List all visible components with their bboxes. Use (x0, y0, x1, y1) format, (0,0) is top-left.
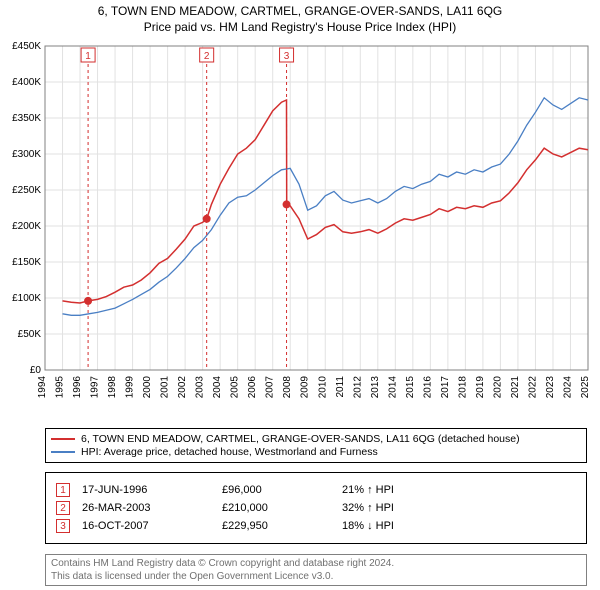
chart-container: £0 £50K £100K £150K £200K £250K £300K £350K £400… (0, 40, 600, 420)
sale-date: 17-JUN-1996 (82, 484, 222, 496)
legend-swatch (51, 438, 75, 440)
x-tick-label: 2019 (475, 376, 486, 399)
sale-row: 1 17-JUN-1996£96,00021% ↑ HPI (52, 483, 580, 497)
x-tick-label: 2005 (230, 376, 241, 399)
legend-label: 6, TOWN END MEADOW, CARTMEL, GRANGE-OVER… (81, 433, 520, 445)
sales-table: 1 17-JUN-1996£96,00021% ↑ HPI 2 26-MAR-2003… (45, 472, 587, 544)
x-tick-label: 2009 (300, 376, 311, 399)
x-tick-label: 2013 (370, 376, 381, 399)
sale-delta: 21% ↑ HPI (342, 484, 580, 496)
y-tick-label: £450K (12, 41, 41, 52)
y-tick-label: £150K (12, 257, 41, 268)
y-tick-label: £300K (12, 149, 41, 160)
x-tick-label: 2003 (195, 376, 206, 399)
credits-box: Contains HM Land Registry data © Crown c… (45, 554, 587, 586)
sale-delta: 32% ↑ HPI (342, 502, 580, 514)
x-tick-label: 2008 (282, 376, 293, 399)
series-property (63, 100, 287, 303)
sale-row: 3 16-OCT-2007£229,95018% ↓ HPI (52, 519, 580, 533)
x-tick-label: 2004 (212, 376, 223, 399)
x-tick-label: 1999 (125, 376, 136, 399)
x-tick-label: 2015 (405, 376, 416, 399)
y-tick-label: £350K (12, 113, 41, 124)
y-tick-label: £200K (12, 221, 41, 232)
legend-row: 6, TOWN END MEADOW, CARTMEL, GRANGE-OVER… (51, 433, 581, 445)
x-tick-label: 2022 (527, 376, 538, 399)
sale-dot (84, 297, 92, 305)
legend-swatch (51, 451, 75, 453)
title-line-2: Price paid vs. HM Land Registry's House … (0, 20, 600, 36)
sale-marker-num: 3 (284, 51, 290, 62)
legend-box: 6, TOWN END MEADOW, CARTMEL, GRANGE-OVER… (45, 428, 587, 463)
x-tick-label: 2001 (160, 376, 171, 399)
sale-price: £96,000 (222, 484, 342, 496)
x-tick-label: 2024 (562, 376, 573, 399)
series-property_post (287, 148, 588, 239)
y-tick-label: £50K (18, 329, 42, 340)
x-tick-label: 2014 (387, 376, 398, 399)
title-line-1: 6, TOWN END MEADOW, CARTMEL, GRANGE-OVER… (0, 4, 600, 20)
page-root: 6, TOWN END MEADOW, CARTMEL, GRANGE-OVER… (0, 0, 600, 590)
sale-dot (283, 200, 291, 208)
sale-marker-num: 2 (204, 51, 210, 62)
y-tick-label: £100K (12, 293, 41, 304)
x-tick-label: 2007 (265, 376, 276, 399)
x-tick-label: 2017 (440, 376, 451, 399)
sale-marker-num: 1 (85, 51, 91, 62)
sale-num-box: 1 (56, 483, 70, 497)
x-tick-label: 2020 (492, 376, 503, 399)
x-tick-label: 2023 (545, 376, 556, 399)
sale-num-box: 3 (56, 519, 70, 533)
x-tick-label: 2002 (177, 376, 188, 399)
x-tick-label: 2011 (335, 376, 346, 398)
x-tick-label: 1994 (37, 376, 48, 399)
y-tick-label: £400K (12, 77, 41, 88)
plot-border (45, 46, 588, 370)
sale-num-box: 2 (56, 501, 70, 515)
x-tick-label: 1995 (55, 376, 66, 399)
sale-date: 26-MAR-2003 (82, 502, 222, 514)
legend-label: HPI: Average price, detached house, West… (81, 446, 378, 458)
chart-svg: £0 £50K £100K £150K £200K £250K £300K £350K £400… (0, 40, 600, 420)
x-tick-label: 2000 (142, 376, 153, 399)
sale-dot (203, 215, 211, 223)
x-tick-label: 2021 (510, 376, 521, 399)
sale-delta: 18% ↓ HPI (342, 520, 580, 532)
y-tick-label: £0 (30, 365, 42, 376)
x-tick-label: 1997 (90, 376, 101, 399)
x-tick-label: 1998 (107, 376, 118, 399)
sale-date: 16-OCT-2007 (82, 520, 222, 532)
sale-row: 2 26-MAR-2003£210,00032% ↑ HPI (52, 501, 580, 515)
credits-line-1: Contains HM Land Registry data © Crown c… (51, 557, 581, 570)
x-tick-label: 2025 (580, 376, 591, 399)
legend-row: HPI: Average price, detached house, West… (51, 446, 581, 458)
sale-price: £229,950 (222, 520, 342, 532)
x-tick-label: 2006 (247, 376, 258, 399)
sale-price: £210,000 (222, 502, 342, 514)
x-tick-label: 2018 (457, 376, 468, 399)
x-tick-label: 2010 (317, 376, 328, 399)
credits-line-2: This data is licensed under the Open Gov… (51, 570, 581, 583)
chart-title: 6, TOWN END MEADOW, CARTMEL, GRANGE-OVER… (0, 0, 600, 35)
y-tick-label: £250K (12, 185, 41, 196)
x-tick-label: 2012 (352, 376, 363, 399)
x-tick-label: 2016 (422, 376, 433, 399)
x-tick-label: 1996 (72, 376, 83, 399)
